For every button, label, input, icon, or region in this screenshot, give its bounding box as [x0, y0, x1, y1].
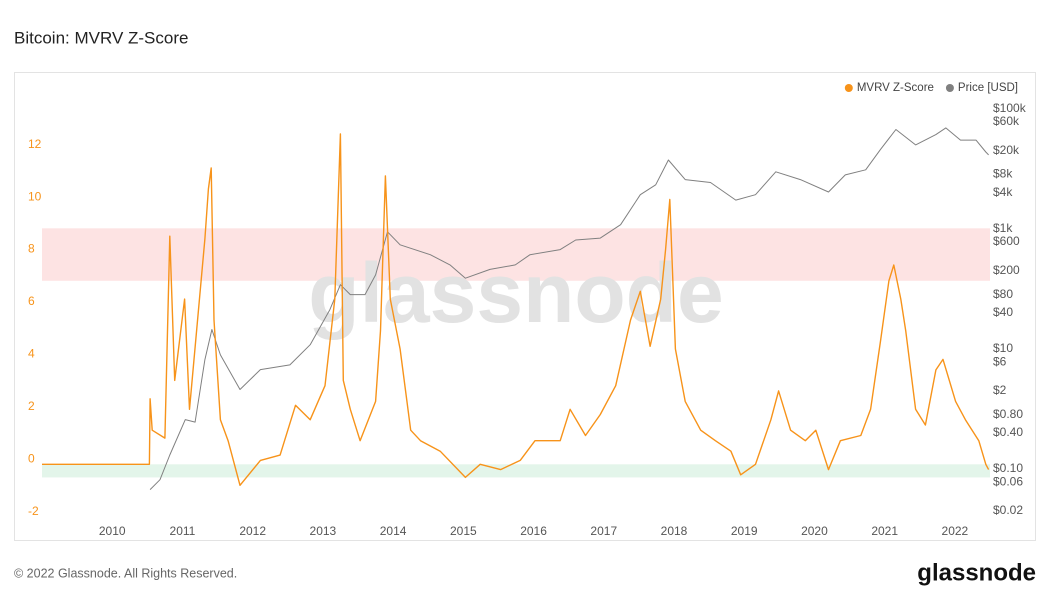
- y2-tick-label: $20k: [993, 143, 1020, 157]
- series-line: [42, 133, 990, 486]
- legend-label: Price [USD]: [958, 82, 1018, 94]
- y2-tick-label: $200: [993, 263, 1020, 277]
- y2-tick-label: $8k: [993, 167, 1013, 181]
- y2-tick-label: $0.02: [993, 503, 1023, 517]
- y-tick-label: 12: [28, 137, 42, 151]
- y-tick-label: 4: [28, 347, 35, 361]
- x-tick-label: 2017: [590, 524, 617, 538]
- y2-tick-label: $0.40: [993, 425, 1023, 439]
- y2-tick-label: $1k: [993, 221, 1013, 235]
- series-line: [149, 127, 989, 490]
- y2-tick-label: $600: [993, 234, 1020, 248]
- x-tick-label: 2013: [310, 524, 337, 538]
- x-tick-label: 2010: [99, 524, 126, 538]
- chart-title: Bitcoin: MVRV Z-Score: [14, 28, 188, 47]
- legend-marker: [945, 84, 954, 92]
- y2-tick-label: $0.10: [993, 461, 1023, 475]
- zone-band: [42, 228, 990, 281]
- y2-tick-label: $0.80: [993, 407, 1023, 421]
- y-tick-label: -2: [28, 504, 39, 518]
- x-tick-label: 2022: [942, 524, 969, 538]
- y2-tick-label: $2: [993, 383, 1007, 397]
- y2-tick-label: $10: [993, 341, 1013, 355]
- chart-frame: [14, 72, 1036, 541]
- y2-tick-label: $40: [993, 305, 1013, 319]
- x-tick-label: 2012: [239, 524, 266, 538]
- y-tick-label: 10: [28, 189, 42, 203]
- legend-marker: [844, 84, 853, 92]
- x-tick-label: 2011: [170, 524, 196, 538]
- y2-tick-label: $60k: [993, 114, 1020, 128]
- logo: glassnode: [917, 559, 1036, 586]
- zone-band: [42, 464, 990, 478]
- legend-label: MVRV Z-Score: [857, 82, 934, 94]
- y-tick-label: 0: [28, 451, 35, 465]
- y-tick-label: 6: [28, 294, 35, 308]
- x-tick-label: 2021: [871, 524, 898, 538]
- x-tick-label: 2015: [450, 524, 477, 538]
- copyright: © 2022 Glassnode. All Rights Reserved.: [14, 566, 237, 580]
- y2-tick-label: $4k: [993, 185, 1013, 199]
- y2-tick-label: $80: [993, 287, 1013, 301]
- y2-tick-label: $100k: [993, 101, 1027, 115]
- y-tick-label: 8: [28, 242, 35, 256]
- y2-tick-label: $0.06: [993, 474, 1023, 488]
- y-tick-label: 2: [28, 399, 35, 413]
- x-tick-label: 2018: [661, 524, 688, 538]
- x-tick-label: 2014: [380, 524, 407, 538]
- x-tick-label: 2020: [801, 524, 828, 538]
- x-tick-label: 2019: [731, 524, 758, 538]
- y2-tick-label: $6: [993, 354, 1007, 368]
- x-tick-label: 2016: [520, 524, 547, 538]
